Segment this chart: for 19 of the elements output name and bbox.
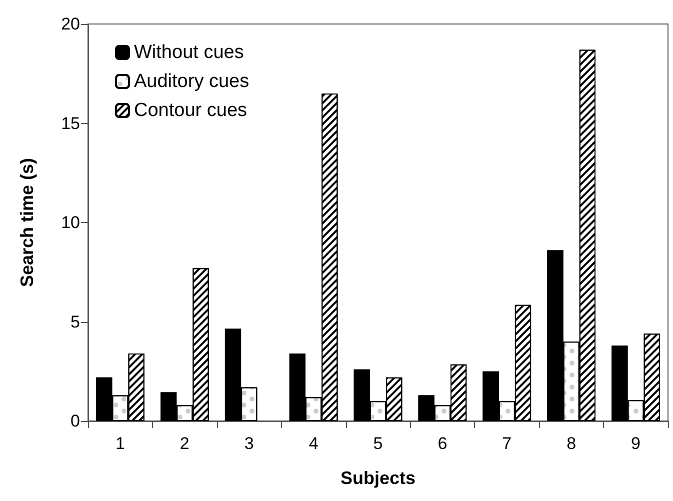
x-tick-label: 5 (373, 434, 383, 453)
x-tick-label: 6 (438, 434, 448, 453)
x-tick-label: 3 (244, 434, 254, 453)
x-tick-label: 8 (566, 434, 576, 453)
legend-label: Without cues (134, 42, 244, 63)
y-tick-label: 10 (61, 213, 80, 232)
legend-label: Auditory cues (134, 71, 250, 92)
x-tick-label: 2 (180, 434, 190, 453)
y-tick-label: 0 (70, 412, 80, 430)
y-tick-label: 20 (61, 14, 80, 34)
x-tick-label: 9 (631, 434, 641, 453)
y-tick-label: 5 (70, 312, 80, 332)
y-tick-label: 15 (61, 114, 80, 133)
y-axis-title: Search time (s) (17, 158, 37, 288)
x-tick-label: 1 (115, 434, 125, 453)
x-axis-title: Subjects (340, 468, 416, 488)
legend-label: Contour cues (134, 100, 248, 121)
x-tick-label: 7 (502, 434, 512, 453)
x-tick-label: 4 (308, 434, 318, 453)
